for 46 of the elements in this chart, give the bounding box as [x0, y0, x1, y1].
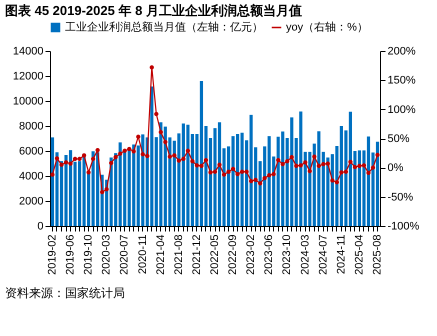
x-tick-label: 2024-11 — [335, 234, 348, 274]
y2-tick-label: 0% — [388, 162, 404, 174]
y-tick-label: 0 — [37, 220, 44, 232]
text: 资料来源：国家统计局 — [5, 286, 125, 300]
x-tick-label: 2021-04 — [154, 234, 167, 275]
x-tick-label: 2023-06 — [263, 234, 276, 275]
y2-tick-label: -100% — [388, 220, 420, 232]
y-tick-label: 12000 — [12, 70, 44, 82]
x-tick-label: 2024-07 — [317, 234, 330, 275]
x-tick-label: 2021-08 — [172, 234, 185, 275]
legend-label: yoy（右轴：%） — [286, 20, 368, 34]
x-tick-label: 2023-10 — [281, 234, 294, 275]
y-tick-label: 6000 — [19, 146, 44, 158]
x-tick-label: 2019-02 — [46, 234, 58, 275]
bar — [236, 134, 240, 226]
y-tick-label: 8000 — [19, 120, 44, 132]
bar — [366, 136, 370, 226]
x-tick-label: 2020-07 — [118, 234, 131, 275]
x-tick-label: 2019-06 — [64, 234, 77, 275]
y2-tick-label: 50% — [388, 133, 410, 145]
x-tick-label: 2021-12 — [190, 234, 203, 275]
x-tick-label: 2019-10 — [82, 234, 95, 275]
y2-tick-label: -50% — [388, 191, 414, 204]
chart-title: 图表 45 2019-2025 年 8 月工业企业利润总额当月值 — [5, 3, 302, 18]
bar — [68, 150, 72, 226]
y2-tick-label: 150% — [388, 74, 416, 87]
x-tick-label: 2023-02 — [245, 234, 258, 275]
y2-tick-label: 100% — [388, 104, 416, 116]
y-tick-label: 10000 — [12, 96, 44, 108]
y2-tick-label: 200% — [388, 46, 416, 58]
bar — [348, 112, 352, 226]
x-tick-label: 2022-05 — [209, 234, 221, 275]
x-tick-label: 2020-03 — [100, 234, 113, 275]
x-tick-label: 2022-09 — [227, 234, 240, 275]
y-tick-label: 4000 — [19, 170, 44, 182]
y-tick-label: 2000 — [19, 196, 44, 208]
x-tick-label: 2024-03 — [299, 234, 312, 275]
bar — [358, 150, 362, 226]
legend-label: 工业企业利润总额当月值（左轴：亿元） — [65, 20, 263, 34]
bar — [231, 136, 235, 226]
x-tick-label: 2025-04 — [353, 234, 366, 275]
bar — [218, 122, 222, 226]
y-tick-label: 14000 — [12, 46, 44, 58]
bar — [200, 81, 204, 226]
x-tick-label: 2020-11 — [136, 234, 149, 274]
x-tick-label: 2025-08 — [372, 234, 384, 275]
